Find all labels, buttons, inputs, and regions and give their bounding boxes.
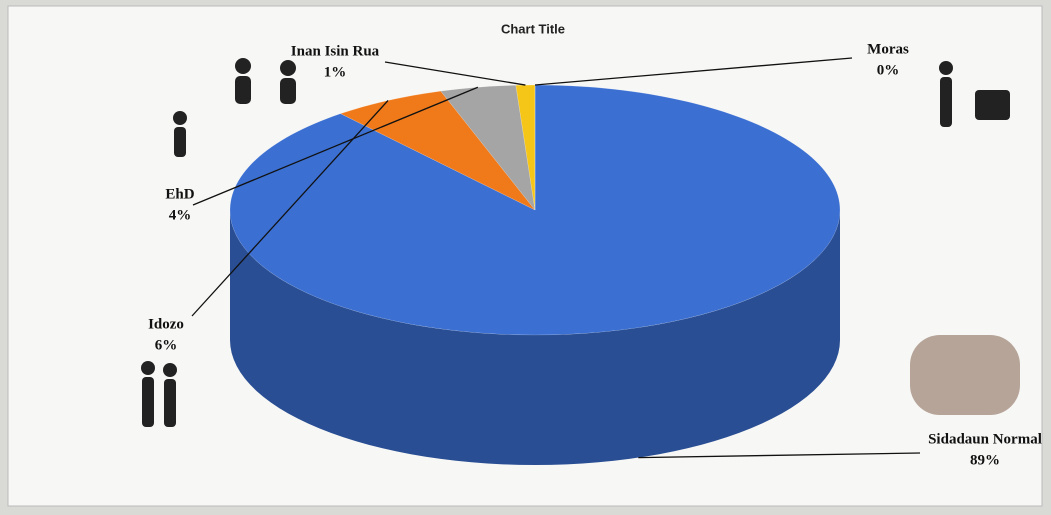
icon	[940, 77, 952, 127]
data-label-value: 6%	[155, 337, 178, 353]
pie-side	[230, 210, 840, 465]
icon	[910, 335, 1020, 415]
data-label-name: Idozo	[148, 316, 184, 332]
icon	[280, 78, 296, 104]
icon	[235, 58, 251, 74]
data-label-name: EhD	[165, 186, 194, 202]
icon	[173, 111, 187, 125]
icon	[235, 76, 251, 104]
data-label-name: Sidadaun Normal	[928, 431, 1042, 447]
icon	[163, 363, 177, 377]
chart-title: Chart Title	[501, 21, 565, 36]
icon	[164, 379, 176, 427]
icon	[142, 377, 154, 427]
leader-line	[638, 452, 921, 459]
leader-line	[384, 61, 526, 86]
data-label-value: 0%	[877, 62, 900, 78]
icon	[174, 127, 186, 157]
leader-line	[534, 57, 853, 86]
pie-slice	[339, 90, 536, 211]
leader-line	[192, 86, 479, 206]
icon	[141, 361, 155, 375]
icon	[280, 60, 296, 76]
pie-slice	[440, 84, 536, 211]
icon	[975, 90, 1010, 120]
data-label-value: 89%	[970, 452, 1000, 468]
leader-line	[191, 100, 389, 317]
pie-slice	[515, 84, 536, 211]
pie-slice	[229, 84, 841, 336]
data-label-name: Moras	[867, 41, 909, 57]
data-label-value: 1%	[324, 64, 347, 80]
data-label-name: Inan Isin Rua	[291, 43, 380, 59]
data-label-value: 4%	[169, 207, 192, 223]
icons	[141, 58, 1020, 427]
icon	[939, 61, 953, 75]
